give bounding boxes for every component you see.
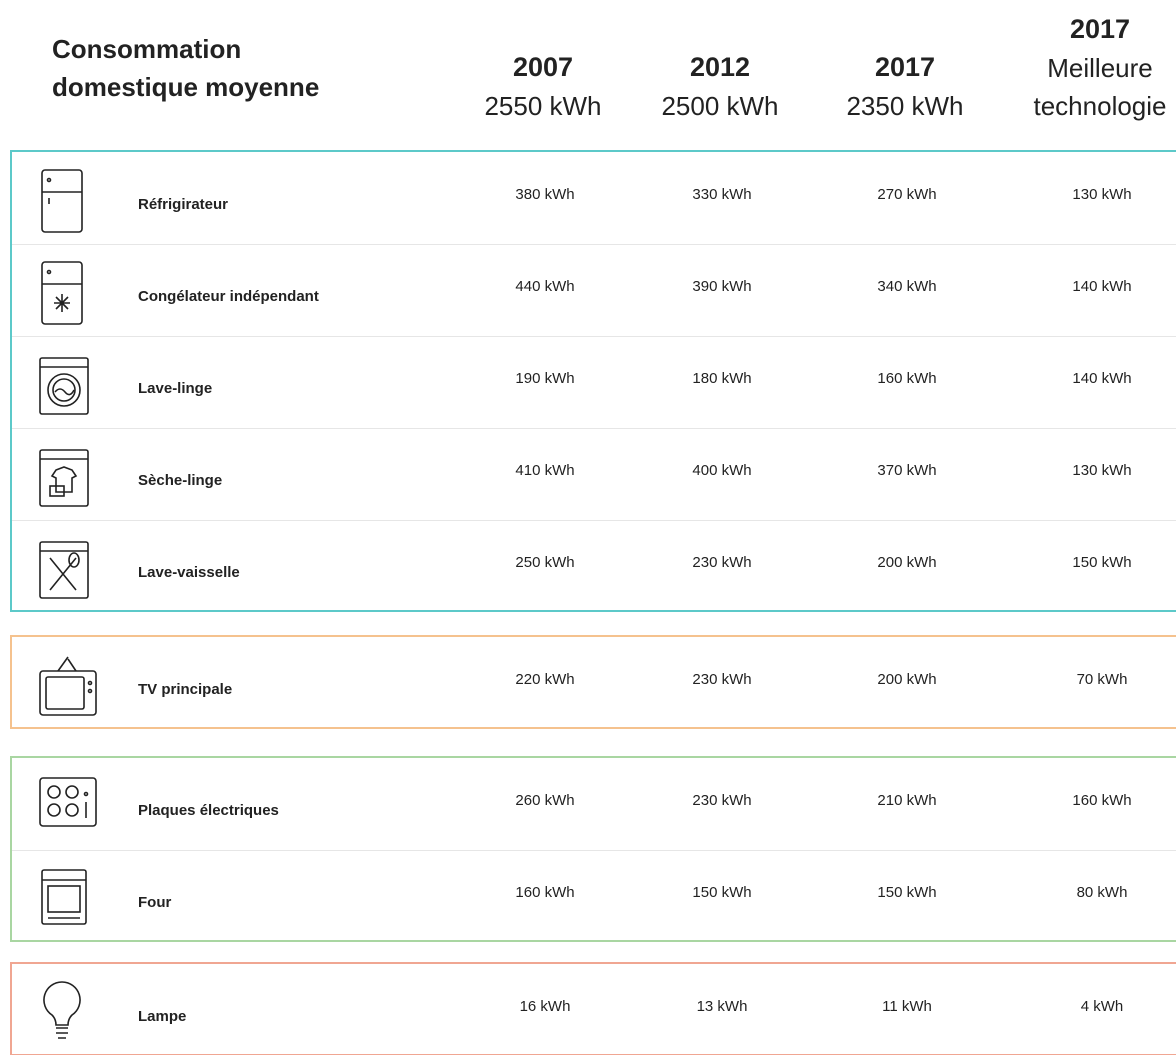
column-header: 2017 Meilleure technologie	[1005, 9, 1176, 125]
row-separator	[12, 336, 1176, 337]
column-year: 2007	[512, 52, 574, 82]
row: Plaques électriques 260 kWh 230 kWh 210 kWh…	[12, 758, 1176, 850]
consumption-value: 130 kWh	[1072, 462, 1132, 479]
appliance-label: Four	[138, 894, 172, 911]
appliance-label: Lampe	[138, 1008, 187, 1025]
appliance-icon	[39, 541, 89, 599]
consumption-value: 150 kWh	[1072, 554, 1132, 571]
consumption-value: 260 kWh	[515, 792, 575, 809]
consumption-value: 400 kWh	[692, 462, 752, 479]
column-total: 2350 kWh	[846, 91, 964, 121]
row: Lave-vaisselle 250 kWh 230 kWh 200 kWh 150 k…	[12, 520, 1176, 612]
title: Consommation domestique moyenne	[52, 34, 320, 102]
consumption-value: 150 kWh	[877, 884, 937, 901]
appliance-icon	[39, 777, 97, 827]
consumption-value: 80 kWh	[1076, 884, 1128, 901]
consumption-value: 330 kWh	[692, 186, 752, 203]
column-total: 2500 kWh	[661, 91, 779, 121]
appliance-icon	[39, 357, 89, 415]
consumption-value: 190 kWh	[515, 370, 575, 387]
column-year: 2017	[874, 52, 936, 82]
consumption-value: 220 kWh	[515, 671, 575, 688]
appliance-label: Congélateur indépendant	[138, 288, 319, 305]
consumption-value: 200 kWh	[877, 671, 937, 688]
group: TV principale 220 kWh 230 kWh 200 kWh 70 kWh	[10, 635, 1176, 729]
row: TV principale 220 kWh 230 kWh 200 kWh 70 kWh	[12, 637, 1176, 729]
consumption-value: 250 kWh	[515, 554, 575, 571]
appliance-icon	[41, 869, 87, 925]
row-separator	[12, 428, 1176, 429]
row-separator	[12, 244, 1176, 245]
consumption-value: 160 kWh	[515, 884, 575, 901]
consumption-value: 270 kWh	[877, 186, 937, 203]
consumption-value: 16 kWh	[519, 998, 571, 1015]
appliance-icon	[43, 981, 81, 1039]
column-total: 2550 kWh	[484, 91, 602, 121]
consumption-value: 230 kWh	[692, 671, 752, 688]
consumption-value: 230 kWh	[692, 554, 752, 571]
appliance-label: Plaques électriques	[138, 802, 279, 819]
consumption-value: 140 kWh	[1072, 278, 1132, 295]
appliance-icon	[39, 449, 89, 507]
appliance-icon	[41, 169, 83, 233]
row: Lave-linge 190 kWh 180 kWh 160 kWh 140 kWh	[12, 336, 1176, 428]
row-separator	[12, 520, 1176, 521]
consumption-value: 200 kWh	[877, 554, 937, 571]
appliance-label: Lave-linge	[138, 380, 213, 397]
consumption-value: 340 kWh	[877, 278, 937, 295]
consumption-value: 210 kWh	[877, 792, 937, 809]
consumption-value: 70 kWh	[1076, 671, 1128, 688]
column-year: 2017	[1069, 14, 1131, 44]
column-year: 2012	[689, 52, 751, 82]
consumption-value: 160 kWh	[1072, 792, 1132, 809]
consumption-value: 150 kWh	[692, 884, 752, 901]
consumption-value: 11 kWh	[882, 998, 932, 1015]
appliance-label: TV principale	[138, 681, 233, 698]
row: Sèche-linge 410 kWh 400 kWh 370 kWh 130 kWh	[12, 428, 1176, 520]
row: Congélateur indépendant 440 kWh 390 kWh 340…	[12, 244, 1176, 336]
appliance-icon	[39, 656, 97, 716]
column-header: 2017 2350 kWh	[810, 47, 1000, 125]
group: Lampe 16 kWh 13 kWh 11 kWh 4 kWh	[10, 962, 1176, 1055]
consumption-value: 130 kWh	[1072, 186, 1132, 203]
consumption-value: 440 kWh	[515, 278, 575, 295]
consumption-value: 380 kWh	[515, 186, 575, 203]
consumption-value: 230 kWh	[692, 792, 752, 809]
consumption-value: 160 kWh	[877, 370, 937, 387]
row: Réfrigirateur 380 kWh 330 kWh 270 kWh 130 kW…	[12, 152, 1176, 244]
row: Four 160 kWh 150 kWh 150 kWh 80 kWh	[12, 850, 1176, 942]
consumption-value: 370 kWh	[877, 462, 937, 479]
consumption-value: 4 kWh	[1080, 998, 1124, 1015]
group: Réfrigirateur 380 kWh 330 kWh 270 kWh 130 kW…	[10, 150, 1176, 612]
column-header: 2007 2550 kWh	[448, 47, 638, 125]
appliance-icon	[41, 261, 83, 325]
consumption-value: 140 kWh	[1072, 370, 1132, 387]
consumption-value: 390 kWh	[692, 278, 752, 295]
column-header: 2012 2500 kWh	[625, 47, 815, 125]
row: Lampe 16 kWh 13 kWh 11 kWh 4 kWh	[12, 964, 1176, 1055]
appliance-label: Réfrigirateur	[138, 196, 229, 213]
appliance-label: Lave-vaisselle	[138, 564, 240, 581]
appliance-label: Sèche-linge	[138, 472, 223, 489]
consumption-value: 180 kWh	[692, 370, 752, 387]
consumption-value: 410 kWh	[515, 462, 575, 479]
group: Plaques électriques 260 kWh 230 kWh 210 kWh…	[10, 756, 1176, 942]
row-separator	[12, 850, 1176, 851]
column-total: Meilleure technologie	[1033, 53, 1167, 121]
consumption-value: 13 kWh	[696, 998, 748, 1015]
